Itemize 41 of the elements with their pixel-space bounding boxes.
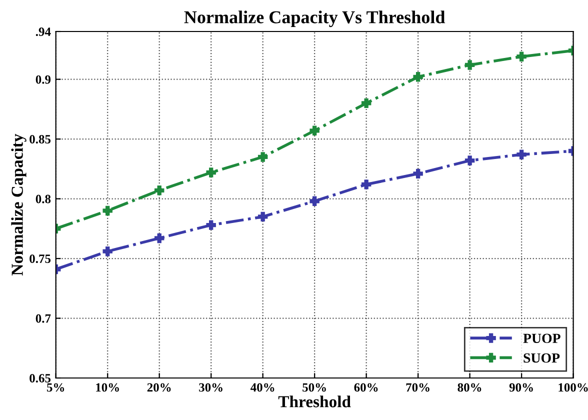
point — [310, 126, 320, 136]
legend-label: SUOP — [524, 353, 560, 363]
x-tick-label: 40% — [250, 383, 274, 392]
point — [102, 206, 112, 216]
x-tick-label: 100% — [558, 383, 588, 392]
point — [102, 246, 112, 256]
x-tick-label: 10% — [96, 383, 119, 392]
point — [516, 52, 526, 62]
y-tick-label: .94 — [36, 28, 51, 36]
x-tick-label: 90% — [509, 383, 533, 392]
point — [516, 150, 526, 160]
point — [154, 186, 164, 196]
y-tick-label: 0.7 — [36, 314, 51, 323]
point — [464, 60, 475, 70]
y-tick-label: 0.9 — [36, 75, 51, 84]
y-tick-label: 0.85 — [30, 135, 51, 144]
point — [258, 212, 268, 222]
point — [413, 72, 423, 82]
point — [361, 98, 372, 108]
point — [310, 196, 320, 206]
point — [206, 168, 216, 178]
y-tick-label: 0.65 — [30, 374, 51, 383]
point — [464, 156, 475, 166]
y-tick-label: 0.8 — [36, 194, 51, 204]
x-tick-label: 5% — [46, 383, 64, 392]
point — [413, 168, 423, 179]
x-tick-label: 80% — [458, 383, 482, 392]
x-tick-label: 20% — [147, 383, 171, 392]
legend-label: PUOP — [523, 334, 560, 344]
x-tick-label: 60% — [354, 383, 378, 392]
point — [361, 180, 372, 190]
x-axis-title: Threshold — [278, 396, 351, 408]
x-tick-label: 70% — [406, 383, 430, 392]
x-tick-label: 30% — [199, 383, 222, 392]
y-tick-label: 0.75 — [30, 254, 51, 264]
chart-title: Normalize Capacity Vs Threshold — [184, 10, 446, 28]
x-tick-label: 50% — [302, 383, 326, 392]
point — [258, 152, 268, 162]
y-axis-title: Normalize Capacity — [11, 134, 26, 276]
point — [206, 220, 216, 230]
point — [154, 233, 164, 244]
